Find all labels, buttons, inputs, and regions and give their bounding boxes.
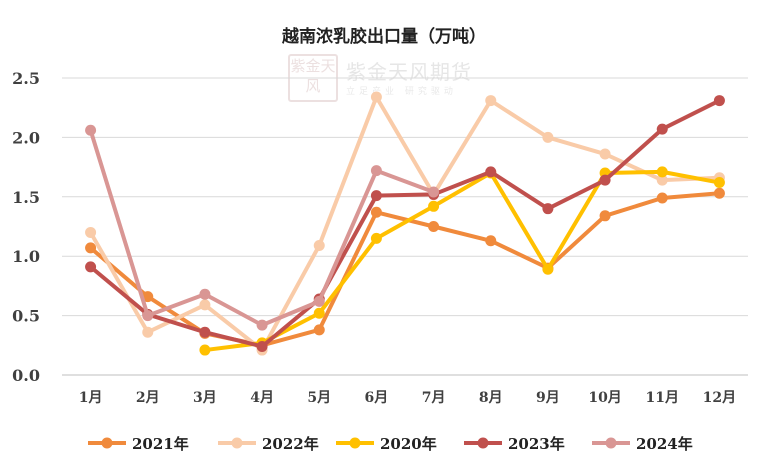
watermark-brand: 紫金天风期货 — [346, 60, 472, 84]
legend-label: 2022年 — [262, 435, 319, 453]
legend-marker — [605, 437, 617, 449]
legend-marker — [349, 437, 361, 449]
data-point — [485, 95, 497, 107]
data-point — [485, 235, 497, 247]
x-tick-label: 12月 — [703, 390, 736, 406]
x-tick-label: 5月 — [307, 390, 331, 406]
data-point — [713, 187, 725, 199]
y-tick-label: 2.0 — [12, 128, 40, 147]
data-point — [313, 295, 325, 307]
data-point — [542, 263, 554, 275]
data-point — [370, 91, 382, 103]
x-tick-label: 7月 — [422, 390, 446, 406]
data-point — [599, 148, 611, 160]
data-point — [370, 165, 382, 177]
x-tick-label: 4月 — [250, 390, 274, 406]
data-point — [313, 324, 325, 336]
data-point — [599, 174, 611, 186]
data-point — [85, 242, 97, 254]
data-point — [656, 192, 668, 204]
data-point — [199, 299, 211, 311]
legend-label: 2023年 — [508, 435, 565, 453]
watermark: 紫金天风 紫金天风期货 立足产业 研究驱动 — [288, 52, 488, 102]
x-tick-label: 2月 — [136, 390, 160, 406]
legend-label: 2020年 — [380, 435, 437, 453]
data-point — [256, 319, 268, 331]
x-tick-label: 8月 — [479, 390, 503, 406]
x-tick-label: 11月 — [646, 390, 679, 406]
x-tick-label: 1月 — [79, 390, 103, 406]
data-point — [85, 261, 97, 273]
data-point — [142, 326, 154, 338]
series-line — [88, 191, 722, 348]
y-tick-label: 0.0 — [12, 366, 40, 385]
data-point — [256, 340, 268, 352]
legend-marker — [477, 437, 489, 449]
data-point — [713, 95, 725, 107]
data-point — [85, 226, 97, 238]
x-tick-label: 6月 — [365, 390, 389, 406]
x-tick-label: 3月 — [193, 390, 217, 406]
legend-label: 2021年 — [132, 435, 189, 453]
data-point — [370, 190, 382, 202]
data-point — [313, 240, 325, 252]
series-line — [202, 169, 722, 353]
series-line — [88, 98, 722, 349]
data-point — [428, 221, 440, 232]
data-point — [199, 326, 211, 338]
data-point — [656, 166, 668, 178]
data-point — [542, 131, 554, 143]
series-line — [88, 128, 436, 328]
x-tick-label: 9月 — [536, 390, 560, 406]
y-tick-label: 2.5 — [12, 69, 40, 88]
data-point — [542, 203, 554, 215]
y-tick-label: 1.0 — [12, 247, 40, 266]
data-point — [656, 123, 668, 135]
chart-title: 越南浓乳胶出口量（万吨） — [281, 26, 486, 47]
data-point — [428, 200, 440, 212]
data-point — [428, 186, 440, 198]
data-point — [142, 310, 154, 322]
watermark-tagline: 立足产业 研究驱动 — [346, 87, 457, 97]
data-point — [142, 291, 154, 303]
legend-label: 2024年 — [636, 435, 693, 453]
data-point — [199, 344, 211, 356]
data-point — [199, 288, 211, 300]
data-point — [713, 177, 725, 189]
data-point — [370, 232, 382, 244]
series-line — [88, 95, 722, 353]
legend-marker — [101, 437, 113, 449]
data-point — [85, 124, 97, 136]
x-tick-label: 10月 — [588, 390, 621, 406]
data-point — [485, 166, 497, 178]
data-point — [313, 307, 325, 319]
legend-marker — [231, 437, 243, 449]
y-tick-label: 0.5 — [12, 307, 40, 326]
y-tick-label: 1.5 — [12, 188, 40, 207]
data-point — [656, 174, 668, 186]
data-point — [370, 206, 382, 218]
data-point — [599, 210, 611, 222]
